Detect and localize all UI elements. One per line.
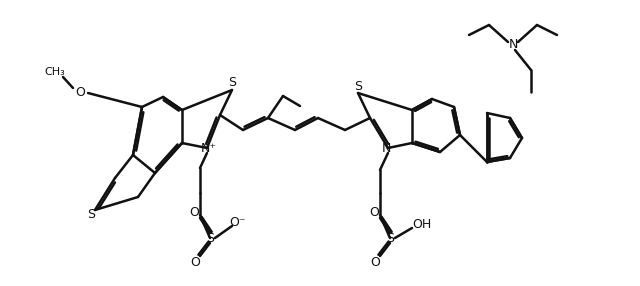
Text: N: N [508,39,518,51]
Text: N: N [381,142,390,154]
Text: CH₃: CH₃ [45,67,65,77]
Text: O: O [75,86,85,98]
Text: O: O [190,255,200,269]
Text: S: S [228,76,236,90]
Text: O⁻: O⁻ [230,217,246,229]
Text: S: S [87,208,95,221]
Text: O: O [189,206,199,219]
Text: S: S [386,231,394,245]
Text: S: S [354,80,362,92]
Text: O: O [370,255,380,269]
Text: S: S [206,231,214,245]
Text: N⁺: N⁺ [201,142,217,154]
Text: OH: OH [412,219,431,231]
Text: O: O [369,206,379,219]
